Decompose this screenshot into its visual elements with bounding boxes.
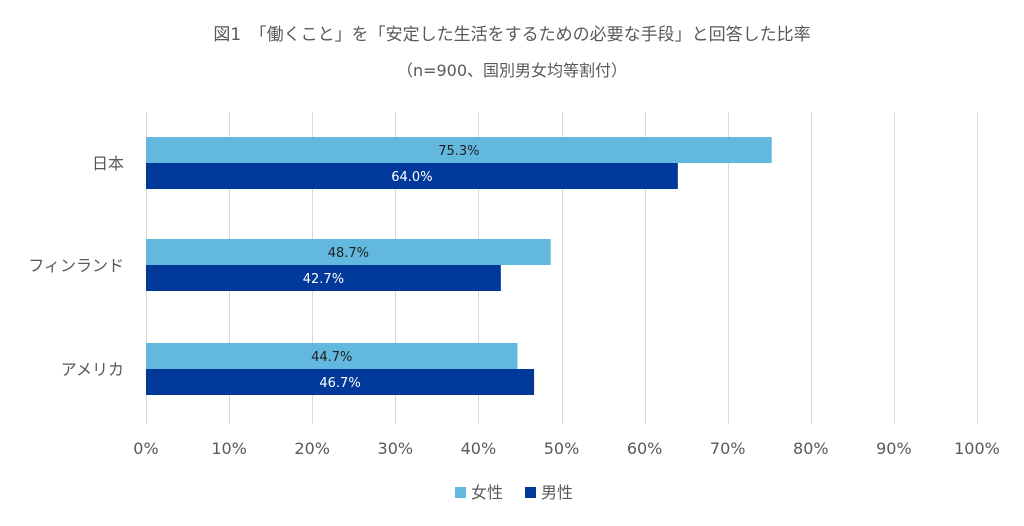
data-label: 48.7% <box>328 246 369 261</box>
data-label: 75.3% <box>438 144 479 159</box>
x-tick-label: 90% <box>876 439 912 458</box>
x-tick-label: 50% <box>544 439 580 458</box>
legend: 女性 男性 <box>455 483 573 502</box>
legend-swatch-男性 <box>525 487 536 498</box>
bar-女性-フィンランド <box>146 239 551 265</box>
bar-女性-日本 <box>146 137 772 163</box>
data-labels: 75.3% 48.7% 44.7% 64.0% 42.7% 46.7% <box>303 144 480 391</box>
data-label: 42.7% <box>303 272 344 287</box>
category-label: フィンランド <box>28 256 124 275</box>
chart-title: 図1 「働くこと」を「安定した生活をするための必要な手段」と回答した比率 <box>213 25 810 45</box>
legend-label: 男性 <box>541 483 573 502</box>
x-tick-label: 80% <box>793 439 829 458</box>
legend-label: 女性 <box>471 483 503 502</box>
x-tick-label: 60% <box>627 439 663 458</box>
x-tick-label: 40% <box>461 439 497 458</box>
bar-男性-フィンランド <box>146 265 501 291</box>
x-tick-label: 70% <box>710 439 746 458</box>
data-label: 44.7% <box>311 350 352 365</box>
x-tick-label: 0% <box>133 439 158 458</box>
bars <box>146 137 772 395</box>
x-tick-label: 30% <box>378 439 414 458</box>
x-tick-label: 10% <box>211 439 247 458</box>
x-tick-label: 20% <box>294 439 330 458</box>
bar-女性-アメリカ <box>146 343 518 369</box>
chart-subtitle: （n=900、国別男女均等割付） <box>397 61 627 80</box>
data-label: 64.0% <box>391 170 432 185</box>
category-label: 日本 <box>92 154 124 173</box>
category-label: アメリカ <box>61 360 124 379</box>
x-tick-label: 100% <box>954 439 1000 458</box>
legend-swatch-女性 <box>455 487 466 498</box>
x-axis-ticks: 0% 10% 20% 30% 40% 50% 60% 70% 80% 90% 100% <box>133 439 1000 458</box>
data-label: 46.7% <box>319 376 360 391</box>
bar-男性-アメリカ <box>146 369 535 395</box>
bar-男性-日本 <box>146 163 678 189</box>
